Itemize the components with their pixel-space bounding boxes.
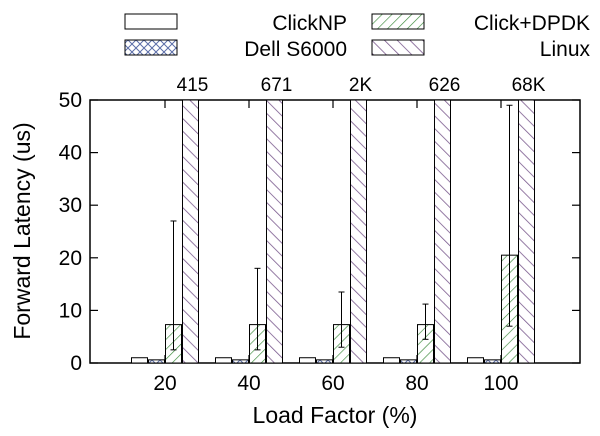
y-tick-label: 50 xyxy=(59,89,82,112)
error-bars-layer xyxy=(170,104,513,351)
x-tick-label: 80 xyxy=(405,372,428,395)
bar-linux-20 xyxy=(182,99,199,364)
legend-label: Dell S6000 xyxy=(244,38,347,61)
y-tick-label: 30 xyxy=(59,194,82,217)
bar-dell-s6000-80 xyxy=(400,359,417,364)
overflow-value-label: 2K xyxy=(349,75,373,96)
y-axis: 0 10 20 30 40 50 xyxy=(59,89,580,375)
bar-clicknp-20 xyxy=(131,357,148,364)
x-tick-label: 60 xyxy=(321,372,344,395)
bar-clicknp-80 xyxy=(383,357,400,364)
y-tick-label: 20 xyxy=(59,247,82,270)
overflow-value-label: 415 xyxy=(177,75,209,96)
bar-dell-s6000-100 xyxy=(484,359,501,364)
bar-linux-40 xyxy=(266,99,283,364)
legend-label: Click+DPDK xyxy=(474,12,590,35)
bar-clicknp-60 xyxy=(299,357,316,364)
legend-label: Linux xyxy=(540,38,591,61)
bar-clicknp-100 xyxy=(467,357,484,364)
y-tick-label: 40 xyxy=(59,142,82,165)
legend-swatch-click-dpdk xyxy=(371,13,425,30)
legend-swatch-clicknp xyxy=(124,13,178,30)
y-axis-title: Forward Latency (us) xyxy=(9,122,35,339)
y-tick-label: 0 xyxy=(70,352,82,375)
bar-linux-80 xyxy=(434,99,451,364)
bar-linux-60 xyxy=(350,99,367,364)
x-axis-title: Load Factor (%) xyxy=(253,402,418,428)
overflow-value-label: 671 xyxy=(261,75,293,96)
overflow-value-label: 68K xyxy=(512,75,546,96)
bar-clicknp-40 xyxy=(215,357,232,364)
bar-dell-s6000-60 xyxy=(316,359,333,364)
bars-layer xyxy=(131,99,535,364)
overflow-labels-layer: 415 671 2K 626 68K xyxy=(177,75,546,96)
legend-swatch-linux xyxy=(371,39,425,56)
bar-dell-s6000-20 xyxy=(148,359,165,364)
legend-swatch-dell-s6000 xyxy=(124,39,178,56)
bar-linux-100 xyxy=(518,99,535,364)
legend: ClickNP Dell S6000 Click+DPDK Linux xyxy=(124,12,591,61)
y-tick-label: 10 xyxy=(59,299,82,322)
bar-dell-s6000-40 xyxy=(232,359,249,364)
x-tick-label: 40 xyxy=(237,372,260,395)
x-tick-label: 20 xyxy=(153,372,176,395)
x-tick-label: 100 xyxy=(483,372,518,395)
overflow-value-label: 626 xyxy=(429,75,461,96)
legend-label: ClickNP xyxy=(272,12,347,35)
